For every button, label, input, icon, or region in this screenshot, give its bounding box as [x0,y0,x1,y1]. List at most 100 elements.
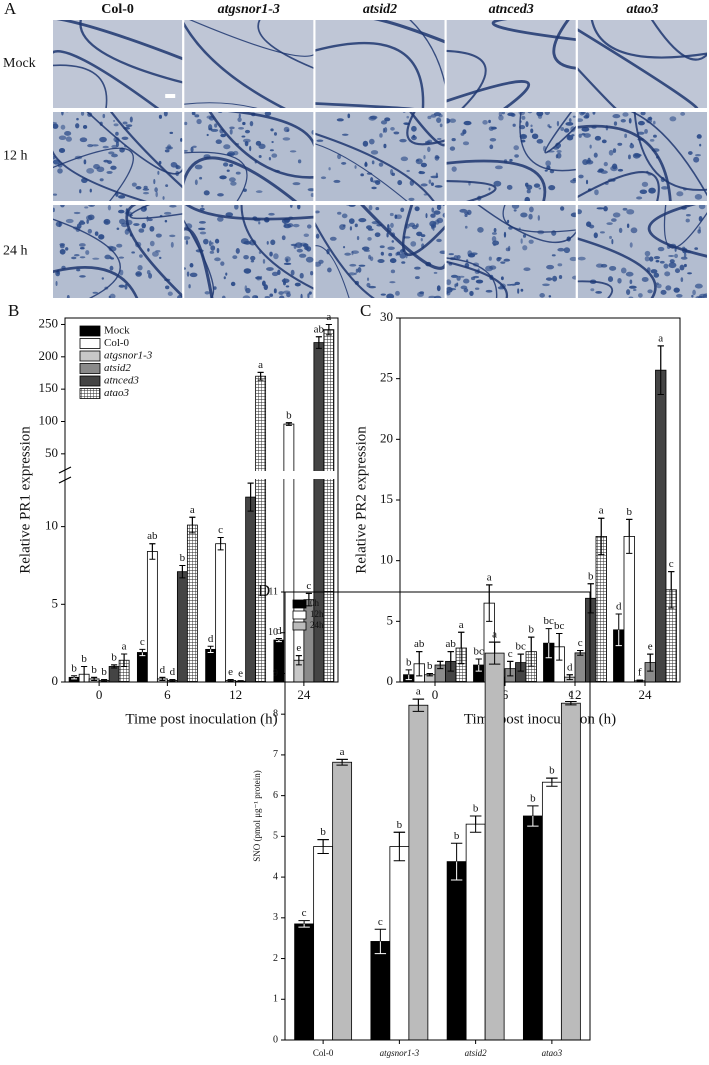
stain [86,168,95,174]
stain [286,292,291,298]
stain [433,313,441,317]
stain [657,246,665,252]
photo [446,20,576,108]
significance-letter: b [529,624,535,636]
stain [637,131,645,135]
stain [463,120,472,126]
stain [355,268,359,273]
stain [637,120,645,126]
stain [380,293,386,296]
stain [420,162,427,168]
stain [579,112,585,116]
significance-letter: e [296,642,301,654]
stain [113,119,116,122]
significance-letter: bc [474,645,485,657]
photo [577,112,707,201]
stain [428,295,436,298]
stain [386,293,395,298]
stain [329,236,337,241]
stain [546,264,555,270]
stain [122,121,128,125]
stain [66,294,70,298]
vein [189,20,314,57]
stain [400,156,409,162]
stain [153,179,156,185]
stain [572,115,576,118]
stain [215,139,222,144]
stain [702,314,705,317]
vein [184,219,215,298]
stain [310,193,314,197]
vein [315,222,376,298]
significance-letter: b [81,653,87,665]
error-cap [636,679,643,681]
stain [271,140,274,144]
stain [375,206,380,211]
stain [563,247,571,254]
legend-swatch [79,350,101,362]
bar [408,704,429,1041]
stain [270,239,276,246]
stain [620,119,626,123]
stain [258,221,261,225]
stain [336,118,344,122]
bar [389,846,410,1041]
y-tick-label: 150 [39,380,59,395]
significance-letter: b [627,506,633,518]
stain [289,150,297,153]
vein [129,205,183,220]
stain [403,122,410,125]
vein [185,205,314,221]
stain [268,157,272,161]
stain [266,241,269,245]
stain [210,128,219,132]
stain [238,113,241,118]
stain [552,275,558,282]
stain [577,118,584,123]
error-cap [546,777,558,783]
stain [346,205,350,206]
significance-letter: b [286,409,292,421]
stain [118,256,125,259]
significance-letter: b [473,803,479,815]
significance-letter: a [326,311,331,323]
stain [489,144,494,150]
y-axis-label: Relative PR2 expression [353,426,369,574]
error-cap [305,592,312,600]
stain [482,120,488,125]
stain [618,227,623,233]
stain [461,312,467,318]
stain [577,209,582,215]
photo [315,112,445,201]
stain [79,189,82,194]
significance-letter: c [140,636,145,648]
stain [427,146,431,153]
stain [351,250,359,254]
stain [315,261,322,267]
stain [626,289,631,296]
stain [699,143,702,147]
stain [690,325,694,330]
stain [632,152,641,159]
legend-swatch [292,610,307,620]
stain [143,191,149,195]
stain [556,120,560,127]
x-tick-label: 6 [502,687,509,702]
stain [394,333,400,337]
panel-label: C [360,301,371,320]
stain [493,227,497,233]
stain [303,233,310,237]
vein [53,218,121,298]
stain [542,283,550,287]
stain [613,121,618,126]
row-label: 12 h [3,149,28,164]
stain [58,148,66,153]
stain [155,233,162,238]
vein [577,171,660,201]
y-tick-label: 9 [273,668,278,679]
stain [82,125,88,129]
stain [184,236,191,240]
stain [232,255,238,260]
stain [113,123,119,127]
stain [510,113,516,117]
